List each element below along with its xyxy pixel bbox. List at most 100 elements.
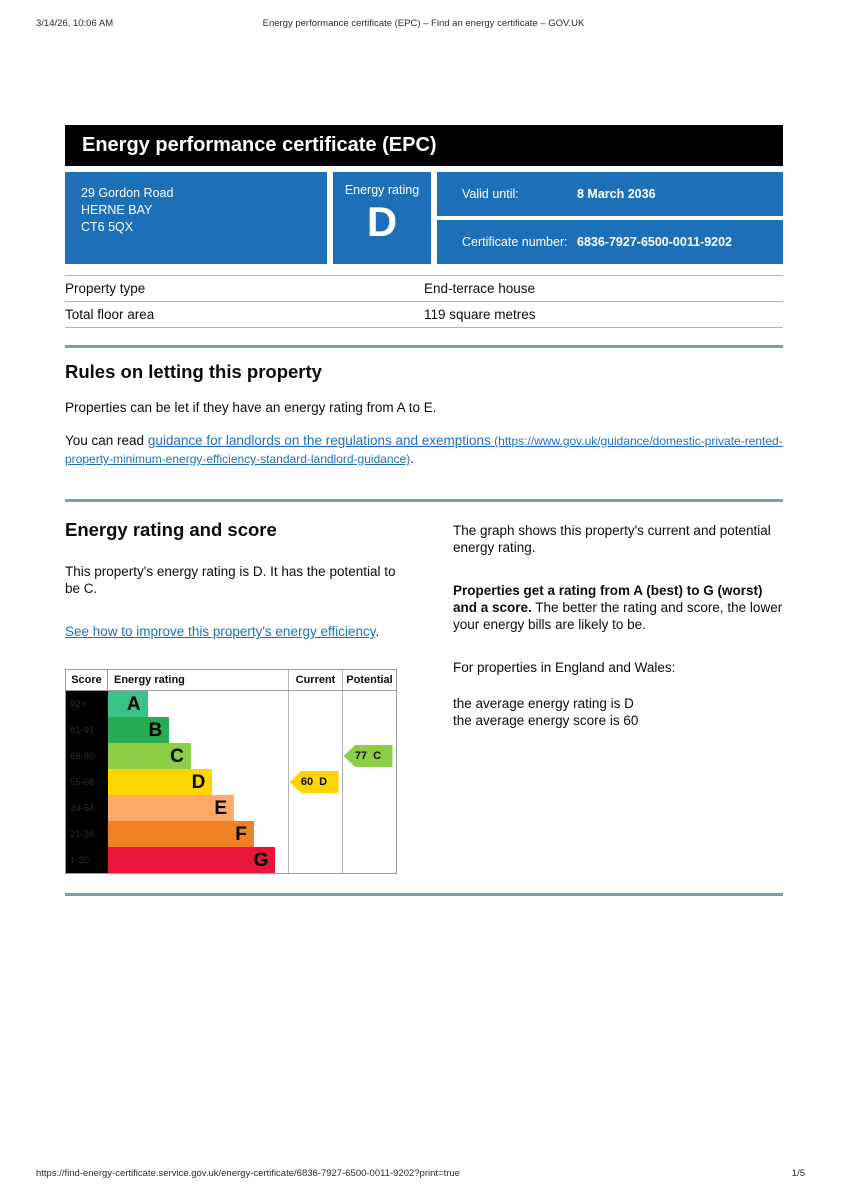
certificate-number-label: Certificate number: — [462, 235, 568, 249]
print-datetime: 3/14/26, 10:06 AM — [36, 18, 114, 29]
epc-band-bar: F — [108, 821, 254, 847]
rules-paragraph-1: Properties can be let if they have an en… — [65, 400, 437, 415]
address-line-2: HERNE BAY — [81, 203, 153, 217]
address-line-1: 29 Gordon Road — [81, 186, 174, 200]
fact-key: Total floor area — [65, 307, 155, 322]
england-wales-paragraph: For properties in England and Wales: — [453, 660, 676, 675]
epc-band-bar: C — [108, 743, 191, 769]
epc-rating-chart: Score Energy rating Current Potential 92… — [65, 669, 397, 874]
epc-bar-cell: B — [108, 717, 288, 743]
fact-value: 119 square metres — [424, 307, 536, 322]
epc-band-letter: B — [148, 719, 163, 741]
rules-section-heading: Rules on letting this property — [65, 361, 322, 382]
energy-rating-label: Energy rating — [344, 183, 420, 197]
epc-chart-rows: 92+ A 81-91 B 69-80 C 77 C 55-68 D 60 D 39-54 E 21-38 F… — [66, 691, 396, 873]
epc-column-current: Current — [288, 670, 342, 690]
epc-band-row-a: 92+ A — [66, 691, 396, 717]
current-rating-arrow: 60 D — [289, 771, 339, 793]
epc-potential-cell — [342, 691, 396, 717]
fact-value: End-terrace house — [424, 281, 536, 296]
section-divider — [65, 499, 783, 502]
epc-potential-cell — [342, 847, 396, 873]
epc-band-letter: A — [126, 693, 141, 715]
epc-score-range: 39-54 — [66, 795, 108, 821]
rating-section-right-column: The graph shows this property's current … — [453, 517, 783, 874]
potential-rating-arrow: 77 C — [343, 745, 393, 767]
rules-paragraph-2-suffix: . — [410, 451, 415, 466]
epc-potential-cell — [342, 769, 396, 795]
epc-band-bar: D — [108, 769, 213, 795]
epc-band-letter: E — [214, 797, 227, 819]
epc-column-potential: Potential — [342, 670, 396, 690]
print-page-number: 1/5 — [791, 1168, 805, 1179]
landlord-guidance-link[interactable]: guidance for landlords on the regulation… — [65, 433, 783, 466]
epc-score-range: 21-38 — [66, 821, 108, 847]
epc-band-letter: F — [235, 823, 247, 845]
property-facts-table: Property type End-terrace house Total fl… — [65, 275, 783, 328]
epc-band-bar: G — [108, 847, 276, 873]
epc-potential-cell — [342, 821, 396, 847]
valid-until-value: 8 March 2036 — [577, 187, 656, 201]
epc-current-cell — [288, 795, 342, 821]
rating-scale-paragraph: Properties get a rating from A (best) to… — [453, 582, 783, 633]
epc-score-range: 81-91 — [66, 717, 108, 743]
epc-band-row-g: 1-20 G — [66, 847, 396, 873]
certificate-summary: 29 Gordon Road HERNE BAY CT6 5QX Energy … — [65, 172, 783, 264]
average-rating-line: the average energy rating is D — [453, 696, 634, 711]
epc-bar-cell: G — [108, 847, 288, 873]
epc-band-bar: E — [108, 795, 234, 821]
epc-potential-cell — [342, 717, 396, 743]
improve-efficiency-paragraph: See how to improve this property's energ… — [65, 623, 402, 640]
epc-current-cell: 60 D — [288, 769, 342, 795]
epc-band-letter: G — [253, 849, 269, 871]
energy-rating-value: D — [366, 198, 398, 245]
graph-explainer-paragraph: The graph shows this property's current … — [453, 523, 771, 555]
valid-until-box: Valid until: 8 March 2036 — [437, 172, 783, 216]
energy-rating-box: Energy rating D — [333, 172, 431, 264]
epc-potential-cell — [342, 795, 396, 821]
certificate-number-box: Certificate number: 6836-7927-6500-0011-… — [437, 220, 783, 264]
epc-band-row-d: 55-68 D 60 D — [66, 769, 396, 795]
epc-band-letter: C — [170, 745, 184, 767]
epc-score-range: 1-20 — [66, 847, 108, 873]
epc-bar-cell: A — [108, 691, 288, 717]
epc-band-bar: B — [108, 717, 170, 743]
epc-column-score: Score — [66, 670, 108, 690]
valid-until-label: Valid until: — [462, 187, 519, 201]
epc-bar-cell: D — [108, 769, 288, 795]
epc-score-range: 92+ — [66, 691, 108, 717]
certificate-page: Energy performance certificate (EPC) 29 … — [65, 125, 783, 896]
epc-current-cell — [288, 847, 342, 873]
epc-band-row-f: 21-38 F — [66, 821, 396, 847]
epc-current-cell — [288, 821, 342, 847]
rules-paragraph-2-prefix: You can read — [65, 433, 148, 448]
print-page-title: Energy performance certificate (EPC) – F… — [262, 18, 585, 29]
epc-current-cell — [288, 743, 342, 769]
rating-section: Energy rating and score This property's … — [65, 517, 783, 874]
epc-band-row-c: 69-80 C 77 C — [66, 743, 396, 769]
rating-scale-bold: Properties get a rating from A (best) to… — [453, 583, 763, 615]
epc-current-cell — [288, 717, 342, 743]
epc-band-bar: A — [108, 691, 148, 717]
fact-key: Property type — [65, 281, 146, 296]
epc-band-row-b: 81-91 B — [66, 717, 396, 743]
epc-chart-header: Score Energy rating Current Potential — [66, 670, 396, 691]
landlord-guidance-link-text: guidance for landlords on the regulation… — [147, 433, 491, 448]
rules-paragraph-2: You can read guidance for landlords on t… — [65, 432, 783, 468]
table-row: Property type End-terrace house — [65, 276, 783, 302]
epc-bar-cell: E — [108, 795, 288, 821]
epc-potential-cell: 77 C — [342, 743, 396, 769]
rating-scale-rest: The better the rating and score, the low… — [453, 600, 783, 632]
average-rating-lines: the average energy rating is D the avera… — [453, 695, 783, 729]
improve-efficiency-link[interactable]: See how to improve this property's energ… — [65, 624, 376, 639]
rating-section-left-column: Energy rating and score This property's … — [65, 517, 402, 874]
epc-bar-cell: C — [108, 743, 288, 769]
property-address-box: 29 Gordon Road HERNE BAY CT6 5QX — [65, 172, 327, 264]
table-row: Total floor area 119 square metres — [65, 302, 783, 328]
epc-band-letter: D — [191, 771, 206, 793]
validity-column: Valid until: 8 March 2036 Certificate nu… — [437, 172, 783, 264]
epc-score-range: 55-68 — [66, 769, 108, 795]
certificate-number-value: 6836-7927-6500-0011-9202 — [577, 235, 732, 249]
epc-current-cell — [288, 691, 342, 717]
landlord-guidance-link-url: (https://www.gov.uk/guidance/domestic-pr… — [65, 434, 783, 466]
